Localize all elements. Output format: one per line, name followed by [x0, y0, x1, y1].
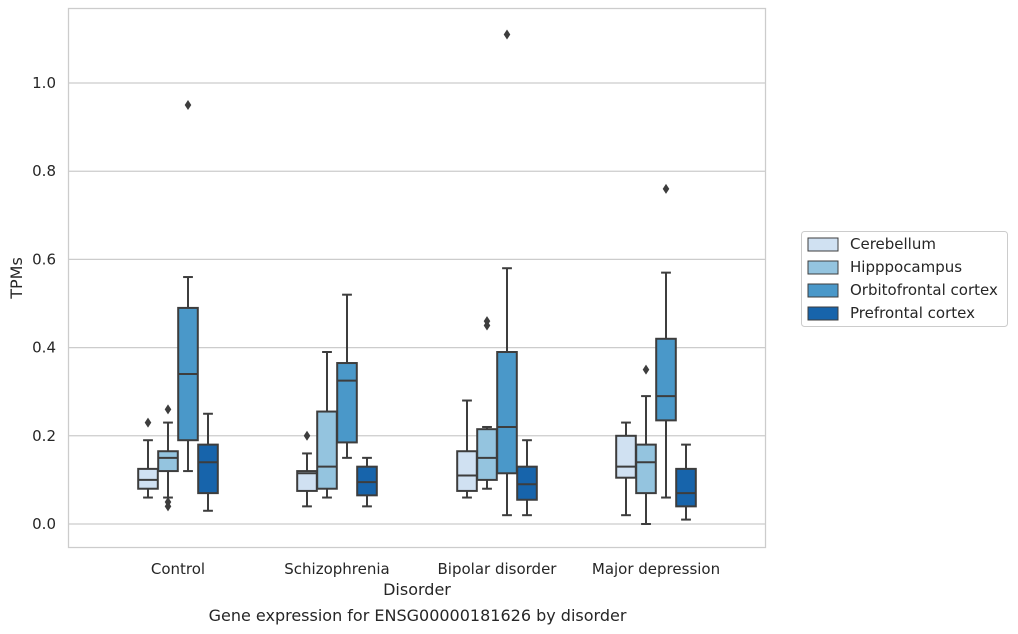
box-hipppocampus [476, 316, 498, 490]
outlier-point [503, 29, 511, 40]
box-prefrontal-cortex [516, 439, 538, 517]
box-body [336, 362, 358, 444]
box-body [516, 465, 538, 501]
legend-swatch [807, 283, 839, 298]
y-tick-label: 0.8 [32, 162, 56, 180]
outlier-point [184, 100, 192, 111]
plot-frame [67, 7, 767, 549]
legend-label: Hipppocampus [850, 258, 962, 276]
x-axis-title: Disorder [383, 580, 451, 599]
box-cerebellum [615, 421, 637, 517]
outlier-point [642, 364, 650, 375]
legend-swatch [807, 260, 839, 275]
box-body [655, 337, 677, 422]
legend-frame [801, 231, 1008, 327]
y-tick-label: 1.0 [32, 74, 56, 92]
box-body [496, 351, 518, 475]
x-tick-label: Control [151, 560, 205, 578]
box-body [316, 410, 338, 490]
box-orbitofrontal-cortex [655, 183, 677, 499]
box-body [615, 434, 637, 479]
legend-label: Cerebellum [850, 235, 936, 253]
box-cerebellum [137, 417, 159, 499]
y-tick-label: 0.6 [32, 250, 56, 268]
box-hipppocampus [635, 364, 657, 525]
box-body [476, 428, 498, 481]
x-tick-label: Bipolar disorder [438, 560, 558, 578]
box-body [635, 443, 657, 495]
box-body [197, 443, 219, 495]
outlier-point [164, 404, 172, 415]
box-orbitofrontal-cortex [336, 293, 358, 459]
y-tick-label: 0.4 [32, 339, 56, 357]
box-orbitofrontal-cortex [177, 100, 199, 473]
x-tick-label: Schizophrenia [284, 560, 389, 578]
legend-swatch [807, 306, 839, 321]
y-axis-ticks: 0.0 0.2 0.4 0.6 0.8 1.0 [32, 74, 56, 533]
y-tick-label: 0.2 [32, 427, 56, 445]
box-cerebellum [296, 430, 318, 508]
chart-caption: Gene expression for ENSG00000181626 by d… [208, 606, 627, 625]
y-axis-title: TPMs [7, 257, 26, 300]
box-body [157, 450, 179, 473]
x-axis-ticks: Control Schizophrenia Bipolar disorder Majo… [151, 560, 720, 578]
box-hipppocampus [157, 404, 179, 512]
box-hipppocampus [316, 351, 338, 499]
legend-label: Orbitofrontal cortex [850, 281, 998, 299]
x-tick-label: Major depression [592, 560, 720, 578]
outlier-point [662, 183, 670, 194]
box-plot-area [137, 29, 697, 525]
box-body [137, 467, 159, 490]
outlier-point [164, 501, 172, 512]
legend: Cerebellum Hipppocampus Orbitofrontal cort… [801, 231, 1008, 327]
box-orbitofrontal-cortex [496, 29, 518, 517]
box-body [675, 467, 697, 508]
box-body [356, 465, 378, 497]
outlier-point [144, 417, 152, 428]
y-tick-label: 0.0 [32, 515, 56, 533]
box-prefrontal-cortex [197, 412, 219, 512]
box-cerebellum [456, 399, 478, 499]
legend-swatch [807, 237, 839, 252]
box-prefrontal-cortex [356, 456, 378, 508]
box-prefrontal-cortex [675, 443, 697, 521]
outlier-point [483, 316, 491, 327]
legend-label: Prefrontal cortex [850, 304, 975, 322]
outlier-point [303, 430, 311, 441]
box-body [456, 450, 478, 492]
